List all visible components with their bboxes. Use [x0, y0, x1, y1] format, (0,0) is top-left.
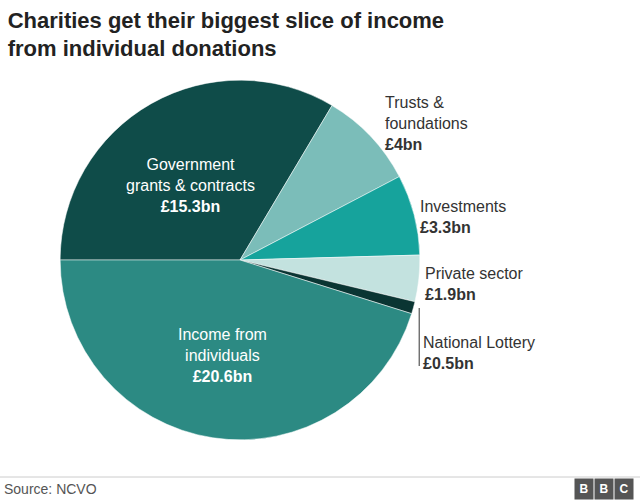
svg-text:Income fromindividuals£20.6bn: Income fromindividuals£20.6bn — [178, 326, 267, 385]
svg-text:Investments£3.3bn: Investments£3.3bn — [420, 198, 506, 236]
svg-text:Source: NCVO: Source: NCVO — [4, 481, 97, 497]
svg-text:Private sector£1.9bn: Private sector£1.9bn — [425, 265, 523, 303]
svg-text:Trusts &foundations£4bn: Trusts &foundations£4bn — [385, 94, 468, 153]
svg-text:Charities get their biggest sl: Charities get their biggest slice of inc… — [8, 8, 444, 62]
svg-text:B: B — [600, 482, 609, 496]
svg-text:C: C — [620, 482, 629, 496]
svg-text:National Lottery£0.5bn: National Lottery£0.5bn — [423, 334, 535, 372]
svg-text:B: B — [580, 482, 589, 496]
svg-text:Governmentgrants & contracts£1: Governmentgrants & contracts£15.3bn — [126, 156, 255, 215]
